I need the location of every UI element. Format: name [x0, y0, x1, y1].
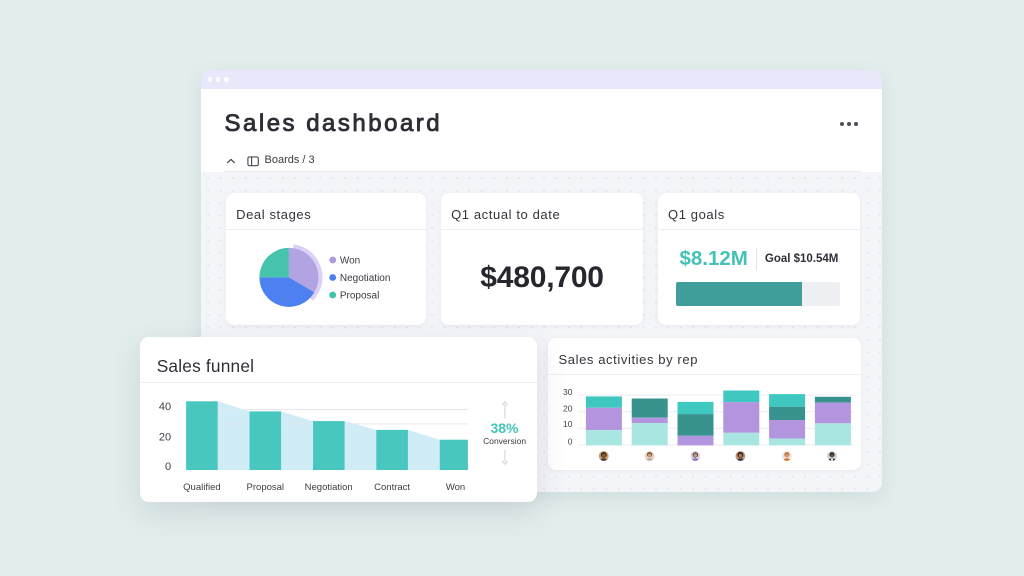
svg-text:40: 40	[159, 401, 171, 413]
svg-text:0: 0	[165, 461, 171, 473]
svg-text:30: 30	[563, 387, 573, 397]
svg-text:Negotiation: Negotiation	[339, 273, 390, 284]
svg-text:Proposal: Proposal	[339, 291, 378, 302]
svg-text:Negotiation: Negotiation	[305, 482, 353, 493]
svg-text:Won: Won	[339, 256, 359, 267]
svg-text:Won: Won	[446, 482, 465, 493]
svg-text:Qualified: Qualified	[184, 482, 222, 493]
svg-text:10: 10	[563, 419, 573, 429]
svg-text:Proposal: Proposal	[247, 482, 284, 493]
svg-text:20: 20	[563, 403, 573, 413]
svg-text:Conversion: Conversion	[483, 436, 526, 446]
svg-text:Contract: Contract	[375, 482, 411, 493]
svg-text:20: 20	[159, 432, 171, 444]
svg-text:0: 0	[568, 436, 573, 446]
svg-text:38%: 38%	[491, 420, 520, 436]
